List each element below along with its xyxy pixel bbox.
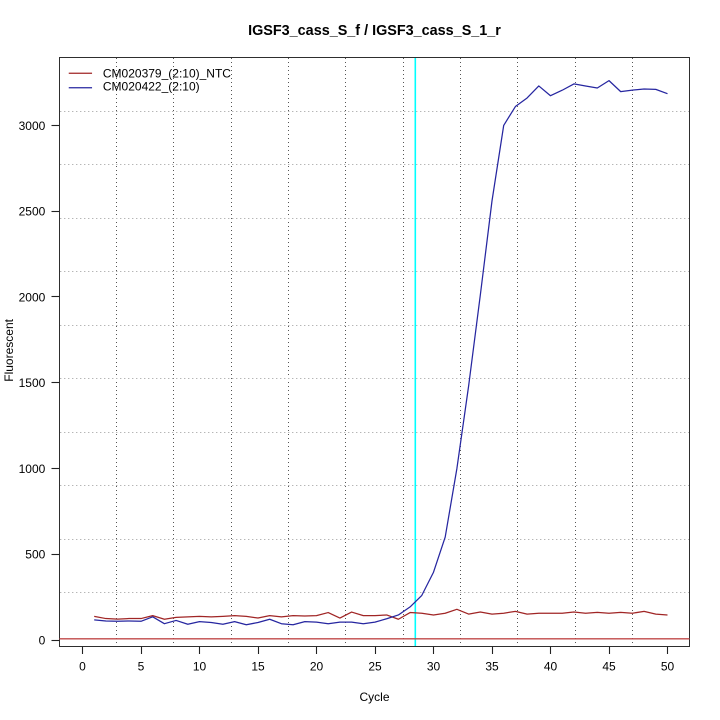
svg-text:Cycle: Cycle	[359, 690, 389, 704]
svg-text:10: 10	[193, 659, 207, 673]
svg-text:1500: 1500	[19, 376, 46, 390]
svg-text:20: 20	[310, 659, 324, 673]
svg-text:25: 25	[368, 659, 382, 673]
svg-text:45: 45	[602, 659, 616, 673]
svg-text:CM020379_(2:10)_NTC: CM020379_(2:10)_NTC	[103, 66, 231, 80]
svg-text:500: 500	[25, 548, 45, 562]
svg-text:15: 15	[251, 659, 265, 673]
svg-text:1000: 1000	[19, 462, 46, 476]
svg-text:35: 35	[485, 659, 499, 673]
svg-text:IGSF3_cass_S_f / IGSF3_cass_S_: IGSF3_cass_S_f / IGSF3_cass_S_1_r	[248, 23, 501, 39]
svg-text:2000: 2000	[19, 290, 46, 304]
svg-text:50: 50	[661, 659, 675, 673]
svg-text:CM020422_(2:10): CM020422_(2:10)	[103, 80, 200, 94]
svg-text:40: 40	[544, 659, 558, 673]
svg-text:Fluorescent: Fluorescent	[2, 318, 16, 381]
svg-text:30: 30	[427, 659, 441, 673]
svg-text:2500: 2500	[19, 205, 46, 219]
svg-text:0: 0	[39, 633, 46, 647]
svg-text:5: 5	[138, 659, 145, 673]
svg-text:0: 0	[79, 659, 86, 673]
svg-text:3000: 3000	[19, 119, 46, 133]
